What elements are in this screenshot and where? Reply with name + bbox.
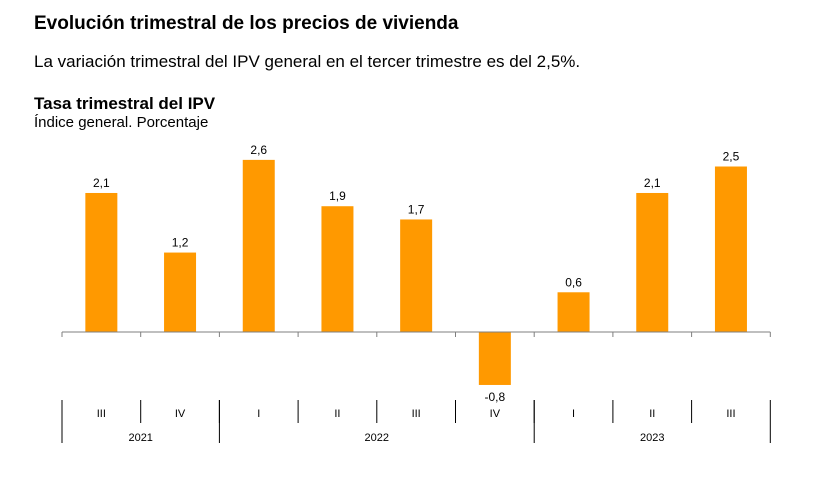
data-label: 2,5: [723, 150, 740, 164]
quarter-label: II: [334, 408, 340, 420]
chart-title: Tasa trimestral del IPV: [34, 94, 216, 113]
year-label: 2023: [640, 432, 664, 444]
bar: [321, 206, 354, 332]
bar: [400, 219, 433, 332]
quarter-label: III: [97, 408, 106, 420]
year-label: 2021: [128, 432, 152, 444]
bar: [478, 332, 511, 385]
data-label: 2,1: [93, 176, 110, 190]
data-label: 0,6: [565, 275, 582, 289]
bar: [242, 159, 275, 332]
quarter-label: III: [412, 408, 421, 420]
bar: [557, 292, 590, 332]
data-label: 1,7: [408, 202, 425, 216]
data-label: 1,2: [172, 236, 189, 250]
page-title: Evolución trimestral de los precios de v…: [34, 13, 459, 34]
data-label: 2,6: [250, 143, 267, 157]
chart-subtitle: Índice general. Porcentaje: [34, 114, 209, 131]
bar: [714, 166, 747, 332]
bar: [164, 252, 197, 332]
quarter-label: IV: [175, 408, 186, 420]
quarter-label: IV: [490, 408, 501, 420]
quarter-label: II: [649, 408, 655, 420]
bar: [636, 192, 669, 332]
data-label: -0,8: [485, 390, 506, 404]
page-subtitle: La variación trimestral del IPV general …: [34, 52, 581, 71]
quarter-label: I: [257, 408, 260, 420]
year-label: 2022: [365, 432, 389, 444]
bar: [85, 192, 118, 332]
data-label: 2,1: [644, 176, 661, 190]
data-label: 1,9: [329, 189, 346, 203]
quarter-label: I: [572, 408, 575, 420]
quarter-label: III: [726, 408, 735, 420]
